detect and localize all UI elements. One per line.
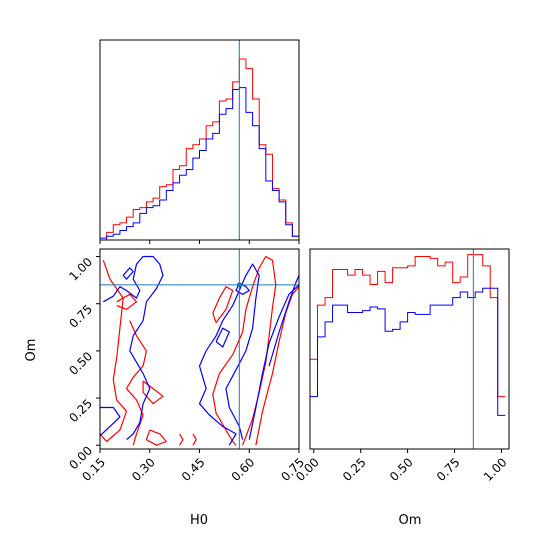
om-x-tick-label: 0.25	[340, 455, 369, 484]
h0-tick-label: 0.45	[179, 455, 208, 484]
h0-hist-blue-series	[100, 87, 299, 239]
om-x-tick-label: 0.50	[387, 455, 416, 484]
red-contour	[255, 286, 299, 446]
y-axis-label-om: Om	[24, 339, 39, 362]
red-contour	[125, 320, 147, 446]
om-hist-red-series	[310, 254, 506, 398]
om-hist-blue-series	[310, 287, 506, 416]
blue-contour	[215, 327, 230, 348]
blue-contour	[198, 263, 260, 446]
om-tick-label: 0.25	[66, 396, 95, 425]
red-contour	[100, 260, 128, 443]
blue-contour	[268, 275, 299, 367]
axis-labels: H0 Om Om	[24, 339, 421, 528]
om-tick-label: 0.50	[66, 349, 95, 378]
x-axis-label-om: Om	[399, 513, 422, 528]
om-hist-frame	[309, 248, 510, 450]
blue-contour	[100, 406, 121, 437]
h0-tick-label: 0.60	[229, 455, 258, 484]
om-x-tick-label: 0.75	[434, 455, 463, 484]
x-axis-label-h0: H0	[190, 513, 208, 528]
h0-hist-red-series	[100, 58, 299, 241]
om-x-tick-label: 1.00	[481, 455, 510, 484]
blue-contour	[122, 267, 134, 280]
truth-point	[236, 282, 242, 288]
blue-contour	[235, 282, 250, 295]
blue-contour	[103, 255, 164, 441]
om-histogram-panel: 0.00 0.25 0.50 0.75 1.00	[293, 248, 510, 484]
h0-om-contour-panel: 0.15 0.30 0.45 0.60 0.750.000.250.500.751.00	[66, 248, 307, 484]
red-contour	[116, 293, 138, 310]
red-contour	[142, 380, 164, 405]
red-contour	[212, 286, 234, 324]
om-tick-label: 0.75	[66, 302, 95, 331]
h0-histogram-panel	[99, 39, 300, 244]
blue-contour	[248, 284, 299, 440]
h0-tick-label: 0.30	[129, 455, 158, 484]
red-contour	[145, 429, 167, 446]
red-contour	[192, 433, 197, 446]
red-contour	[179, 433, 184, 446]
om-tick-label: 1.00	[66, 255, 95, 284]
